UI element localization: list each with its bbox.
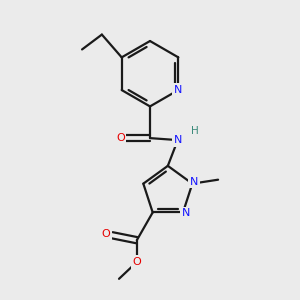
Text: O: O <box>133 257 141 267</box>
Text: O: O <box>116 133 125 143</box>
Text: N: N <box>182 208 190 218</box>
Text: N: N <box>174 135 182 145</box>
Text: N: N <box>174 85 182 95</box>
Text: O: O <box>102 229 110 239</box>
Text: H: H <box>191 126 199 136</box>
Text: N: N <box>190 177 199 187</box>
